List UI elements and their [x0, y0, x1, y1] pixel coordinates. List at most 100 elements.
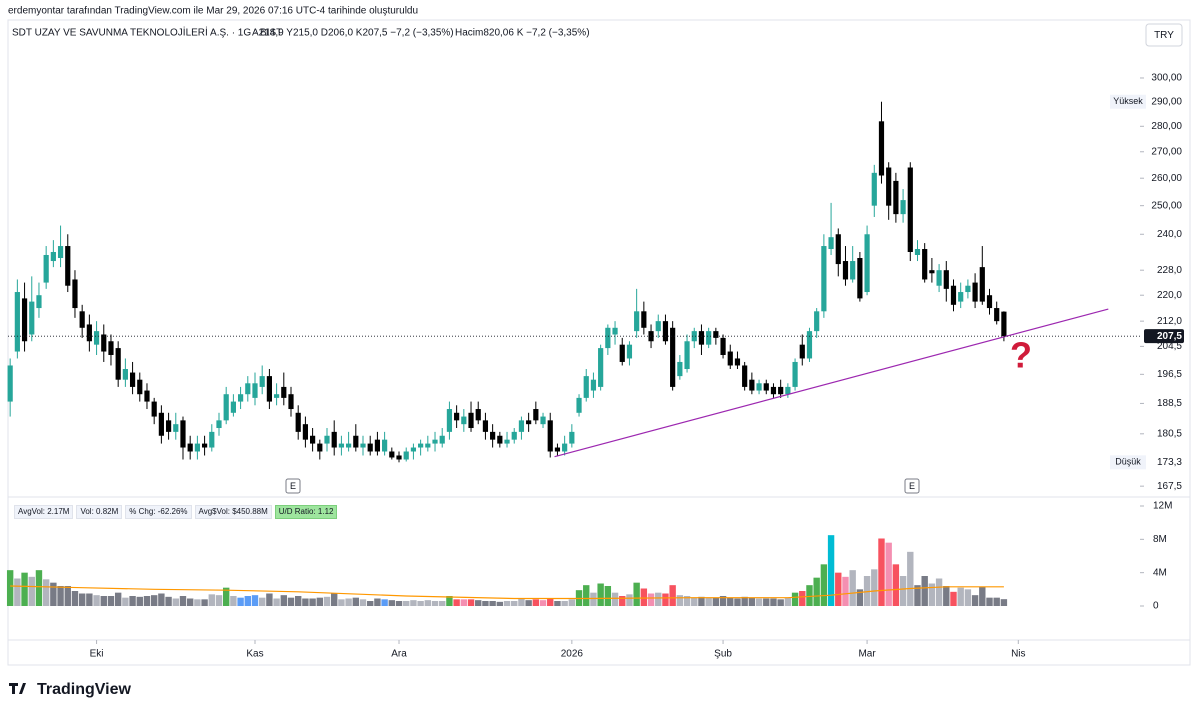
currency[interactable]: TRY — [1154, 30, 1174, 41]
event-label[interactable]: E — [909, 481, 915, 491]
candle-body — [576, 397, 582, 413]
volume-bar — [842, 576, 849, 606]
y-tick-label: 240,0 — [1157, 229, 1182, 240]
volume-bar — [755, 598, 763, 606]
volume-bar — [518, 598, 525, 606]
candle-body — [173, 424, 179, 432]
volume-bar — [388, 600, 396, 606]
volume-bar — [928, 583, 936, 606]
candle-body — [151, 401, 157, 417]
ohlc: A214,9 Y215,0 D206,0 K207,5 −7,2 (−3,35%… — [252, 28, 454, 39]
x-tick-label: Mar — [858, 649, 876, 660]
candle-body — [93, 331, 100, 345]
volume-bar — [431, 601, 439, 606]
volume-bar — [280, 595, 287, 606]
volume-bar — [871, 569, 878, 606]
stat: Vol: 0.82M — [76, 505, 123, 519]
candle-body — [273, 394, 280, 398]
event-marker[interactable] — [285, 478, 301, 494]
stat: Avg$Vol: $450.88M — [194, 505, 272, 519]
y-tick-label: 204,5 — [1157, 341, 1182, 352]
volume-bar — [71, 591, 79, 606]
candle-body — [86, 324, 92, 342]
candle-body — [986, 295, 993, 309]
volume-bar — [885, 542, 892, 606]
y-tick-label: 300,00 — [1151, 73, 1182, 84]
candle-body — [806, 331, 813, 359]
candle-body — [504, 439, 510, 444]
candle-body — [670, 327, 676, 387]
candle-body — [619, 344, 625, 362]
logo-mark — [9, 683, 26, 694]
candle-body — [108, 341, 114, 355]
currency-box[interactable] — [1145, 23, 1183, 47]
volume-bar — [482, 601, 489, 606]
volume-bar — [712, 597, 720, 606]
volume-bar — [554, 601, 561, 606]
volume-bar — [35, 570, 43, 606]
extreme-name: Düşük — [1115, 457, 1141, 467]
volume-bar — [316, 597, 324, 606]
volume-bar — [957, 587, 964, 606]
candle-body — [21, 298, 28, 342]
y-tick-label: 180,5 — [1157, 428, 1182, 439]
y-tick-label: 188,5 — [1157, 398, 1182, 409]
volume-bar — [410, 600, 417, 606]
volume-bar — [352, 597, 360, 606]
volume-bar — [899, 576, 907, 606]
volume-bar — [453, 599, 460, 606]
volume-bar — [215, 595, 223, 606]
candle-body — [720, 337, 726, 355]
candle-body — [454, 412, 460, 421]
footer-logo: TradingView — [9, 681, 132, 698]
candle-body — [835, 234, 841, 265]
candle-body — [540, 416, 546, 425]
volume-bar — [511, 601, 518, 606]
candle-body — [187, 443, 193, 452]
candle-body — [43, 254, 49, 283]
candle-body — [482, 420, 489, 432]
x-tick-label: Şub — [714, 649, 732, 660]
event-marker[interactable] — [904, 478, 920, 494]
volume-bar — [993, 597, 1000, 606]
candle-body — [742, 365, 748, 387]
volume-bar — [374, 598, 381, 606]
volume-bar — [503, 601, 511, 606]
last-price-label: 207,5 — [1157, 331, 1182, 342]
candle-body — [936, 270, 942, 286]
candle-body — [727, 351, 733, 366]
volume-bar — [439, 601, 446, 606]
event-label[interactable]: E — [290, 481, 296, 491]
y-tick-label: 196,5 — [1157, 369, 1182, 380]
candle-body — [979, 267, 985, 302]
candle-body — [857, 258, 863, 299]
candle-body — [317, 443, 323, 452]
candle-body — [972, 282, 978, 302]
candle-body — [50, 251, 56, 262]
candle-body — [590, 379, 597, 391]
candle-body — [878, 121, 885, 176]
candle-body — [770, 386, 777, 395]
candle-body — [475, 409, 481, 421]
volume-bar — [691, 597, 698, 606]
candle-body — [295, 412, 301, 432]
candle-body — [907, 167, 913, 252]
volume-bar — [273, 598, 280, 606]
volume-bar — [186, 598, 194, 606]
volume-bar — [986, 597, 993, 606]
volume-bar — [446, 596, 453, 606]
volume-bar — [935, 578, 943, 606]
x-tick-label: Nis — [1011, 649, 1025, 660]
volume-bar — [669, 585, 676, 606]
volume-bar — [165, 596, 172, 606]
candle-body — [389, 451, 395, 458]
volume-bar — [367, 601, 374, 606]
candle-body — [706, 331, 712, 345]
volume-bar — [907, 551, 914, 606]
candle-body — [396, 455, 402, 460]
volume-bar — [381, 599, 388, 606]
extreme-name: Yüksek — [1113, 96, 1143, 106]
volume-bar — [28, 576, 35, 606]
candle-body — [662, 321, 669, 342]
